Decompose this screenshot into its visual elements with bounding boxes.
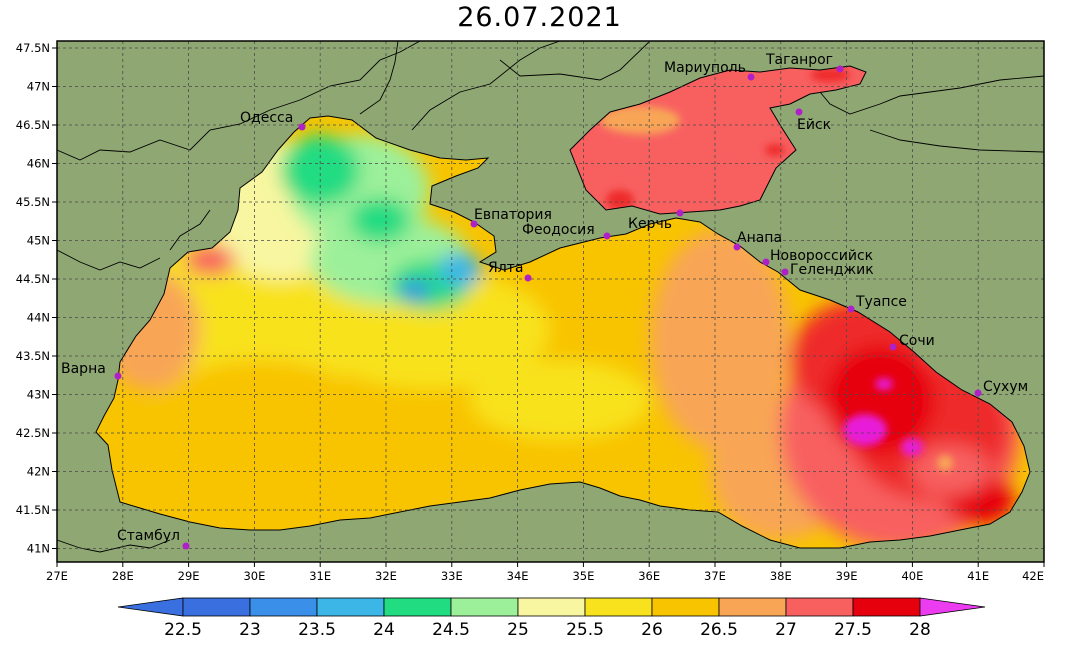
city-label-taganrog: Таганрог bbox=[765, 52, 833, 68]
city-label-yeysk: Ейск bbox=[797, 117, 831, 133]
city-label-istanbul: Стамбул bbox=[117, 528, 180, 544]
colorbar-bin bbox=[383, 597, 452, 617]
map-frame bbox=[56, 40, 1045, 563]
city-marker-taganrog bbox=[836, 65, 844, 73]
borders-and-rivers bbox=[57, 41, 1044, 553]
lat-label: 41N bbox=[27, 542, 50, 556]
city-label-odessa: Одесса bbox=[240, 110, 293, 126]
city-marker-kerch bbox=[676, 209, 684, 217]
lon-label: 38E bbox=[770, 569, 792, 583]
lat-label: 42N bbox=[27, 465, 50, 479]
colorbar: 22.5 23 23.5 24 24.5 25 25.5 26 26.5 27 … bbox=[117, 597, 986, 640]
city-label-feodosia: Феодосия bbox=[522, 222, 595, 238]
lon-label: 33E bbox=[441, 569, 463, 583]
city-label-mariupol: Мариуполь bbox=[664, 60, 746, 76]
lat-label: 47.5N bbox=[16, 41, 50, 55]
lat-label: 46.5N bbox=[16, 118, 50, 132]
city-markers: Одесса Евпатория Феодосия Керчь Анапа Но… bbox=[61, 52, 1028, 550]
lon-label: 40E bbox=[901, 569, 923, 583]
colorbar-bin bbox=[182, 597, 251, 617]
map-title: 26.07.2021 bbox=[457, 2, 622, 33]
colorbar-label: 25.5 bbox=[566, 620, 604, 640]
colorbar-high-arrow bbox=[919, 597, 986, 617]
city-marker-sochi bbox=[889, 343, 897, 351]
lon-label: 37E bbox=[704, 569, 726, 583]
city-marker-evpatoria bbox=[470, 220, 478, 228]
city-marker-anapa bbox=[733, 243, 741, 251]
colorbar-label: 28 bbox=[909, 620, 931, 640]
colorbar-low-arrow bbox=[117, 597, 184, 617]
colorbar-label: 22.5 bbox=[164, 620, 202, 640]
city-label-sochi: Сочи bbox=[899, 333, 935, 349]
latitude-labels: 47.5N 47N 46.5N 46N 45.5N 45N 44.5N 44N … bbox=[16, 41, 50, 556]
lat-label: 43N bbox=[27, 388, 50, 402]
colorbar-bin bbox=[316, 597, 385, 617]
lat-label: 46N bbox=[27, 157, 50, 171]
colorbar-bin bbox=[785, 597, 854, 617]
colorbar-label: 27 bbox=[775, 620, 797, 640]
colorbar-bin bbox=[584, 597, 653, 617]
grid-lines bbox=[57, 41, 1044, 562]
city-marker-feodosia bbox=[603, 232, 611, 240]
lat-label: 45.5N bbox=[16, 195, 50, 209]
lat-label: 43.5N bbox=[16, 349, 50, 363]
city-label-evpatoria: Евпатория bbox=[474, 207, 552, 223]
lat-label: 42.5N bbox=[16, 426, 50, 440]
city-label-varna: Варна bbox=[61, 361, 106, 377]
colorbar-bin bbox=[651, 597, 720, 617]
coastline bbox=[95, 65, 1031, 549]
lon-label: 32E bbox=[375, 569, 397, 583]
colorbar-label: 26 bbox=[641, 620, 663, 640]
colorbar-bin bbox=[249, 597, 318, 617]
colorbar-label: 24 bbox=[373, 620, 395, 640]
city-marker-novorossiysk bbox=[762, 258, 770, 266]
colorbar-label: 26.5 bbox=[700, 620, 738, 640]
colorbar-bin bbox=[852, 597, 921, 617]
lon-label: 30E bbox=[243, 569, 265, 583]
lon-label: 27E bbox=[46, 569, 68, 583]
colorbar-bin bbox=[450, 597, 519, 617]
colorbar-label: 23 bbox=[239, 620, 261, 640]
lon-label: 28E bbox=[112, 569, 134, 583]
lon-label: 31E bbox=[309, 569, 331, 583]
lon-label: 29E bbox=[178, 569, 200, 583]
colorbar-label: 25 bbox=[507, 620, 529, 640]
city-label-kerch: Керчь bbox=[628, 216, 672, 232]
lat-label: 41.5N bbox=[16, 503, 50, 517]
lat-label: 47N bbox=[27, 80, 50, 94]
city-label-yalta: Ялта bbox=[488, 260, 523, 276]
lat-label: 44.5N bbox=[16, 272, 50, 286]
lon-label: 39E bbox=[836, 569, 858, 583]
colorbar-label: 23.5 bbox=[298, 620, 336, 640]
colorbar-label: 27.5 bbox=[834, 620, 872, 640]
city-marker-sukhum bbox=[974, 389, 982, 397]
colorbar-bin bbox=[517, 597, 586, 617]
city-marker-istanbul bbox=[182, 542, 190, 550]
city-label-sukhum: Сухум bbox=[983, 379, 1028, 395]
longitude-labels: 27E 28E 29E 30E 31E 32E 33E 34E 35E 36E … bbox=[46, 569, 1044, 583]
lat-label: 45N bbox=[27, 234, 50, 248]
colorbar-bin bbox=[718, 597, 787, 617]
city-label-novorossiysk: Новороссийск bbox=[770, 248, 873, 264]
lon-label: 34E bbox=[507, 569, 529, 583]
city-marker-odessa bbox=[298, 123, 306, 131]
lon-label: 42E bbox=[1022, 569, 1044, 583]
city-marker-yeysk bbox=[795, 108, 803, 116]
city-marker-varna bbox=[114, 372, 122, 380]
city-label-tuapse: Туапсе bbox=[855, 294, 907, 310]
city-marker-mariupol bbox=[747, 73, 755, 81]
lon-label: 36E bbox=[638, 569, 660, 583]
colorbar-label: 24.5 bbox=[432, 620, 470, 640]
lat-label: 44N bbox=[27, 311, 50, 325]
city-label-gelendzhik: Геленджик bbox=[790, 262, 874, 278]
lon-label: 41E bbox=[967, 569, 989, 583]
city-marker-yalta bbox=[524, 274, 532, 282]
city-marker-gelendzhik bbox=[781, 268, 789, 276]
city-label-anapa: Анапа bbox=[737, 230, 782, 246]
lon-label: 35E bbox=[572, 569, 594, 583]
city-marker-tuapse bbox=[847, 305, 855, 313]
tick-marks bbox=[52, 47, 1045, 567]
